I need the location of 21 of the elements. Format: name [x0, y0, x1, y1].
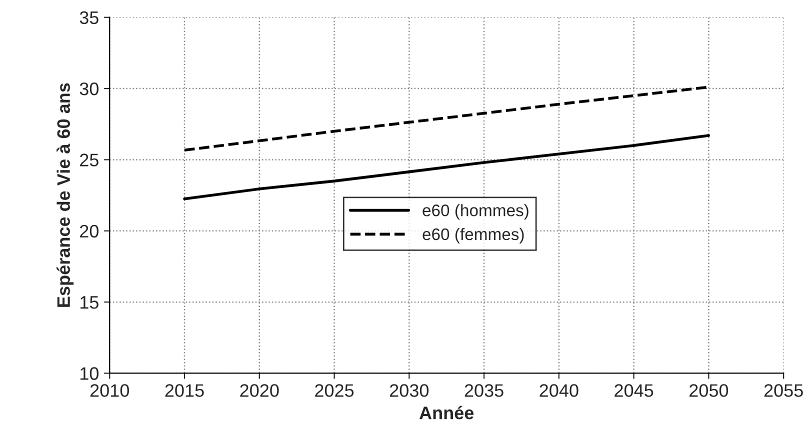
- y-tick-label: 30: [80, 82, 98, 96]
- legend-label: e60 (femmes): [422, 228, 524, 244]
- x-tick-label: 2055: [764, 384, 803, 397]
- x-axis-title: Année: [419, 406, 474, 420]
- y-tick-label: 15: [80, 296, 98, 309]
- y-axis-title: Espérance de Vie à 60 ans: [56, 83, 74, 307]
- y-tick-label: 10: [80, 367, 98, 380]
- x-tick-label: 2025: [315, 384, 354, 397]
- line-series: [183, 134, 710, 200]
- legend-label: e60 (hommes): [422, 204, 528, 220]
- y-tick-label: 35: [80, 11, 98, 24]
- y-tick-label: 20: [80, 224, 98, 238]
- x-tick-label: 2045: [614, 384, 654, 397]
- y-tick-label: 25: [80, 154, 98, 166]
- x-tick-label: 2020: [240, 384, 279, 397]
- x-tick-label: 2050: [690, 384, 728, 397]
- x-tick-label: 2040: [540, 384, 578, 397]
- x-tick-label: 2015: [165, 384, 204, 397]
- x-tick-label: 2035: [464, 384, 504, 397]
- x-tick-label: 2010: [90, 384, 129, 397]
- x-tick-label: 2030: [390, 384, 429, 397]
